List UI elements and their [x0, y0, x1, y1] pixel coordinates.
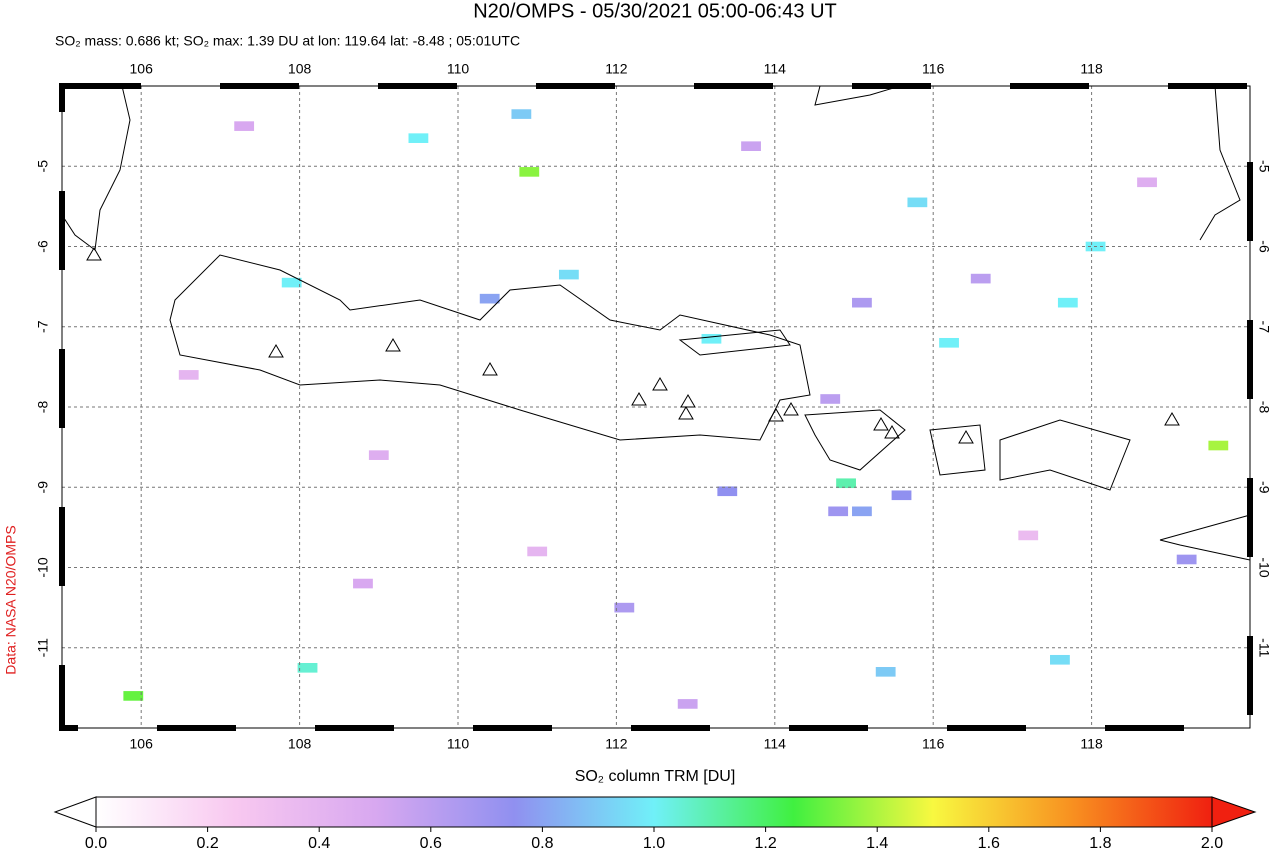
so2-cell [527, 546, 548, 557]
cells [123, 109, 1229, 709]
colorbar-tick-label: 0.6 [420, 835, 442, 852]
colorbar-tick-label: 0.0 [85, 835, 107, 852]
x-tick-label-bottom: 114 [764, 736, 787, 752]
x-tick-label-bottom: 106 [130, 736, 154, 752]
so2-cell [1137, 177, 1157, 188]
x-tick-label-bottom: 118 [1080, 736, 1103, 752]
x-tick-label-bottom: 108 [288, 736, 312, 752]
y-tick-label-right: -5 [1256, 160, 1272, 173]
so2-cell [820, 394, 841, 404]
so2-cell [717, 486, 738, 497]
x-tick-label-top: 110 [447, 61, 470, 77]
x-tick-label-top: 106 [130, 61, 154, 77]
volcanoes [86, 247, 1180, 444]
colorbar-tick-label: 1.4 [866, 835, 888, 852]
subtitle: SO₂ mass: 0.686 kt; SO₂ max: 1.39 DU at … [55, 33, 520, 49]
y-tick-label-left: -7 [35, 320, 51, 333]
map-border [61, 85, 1251, 729]
so2-cell [614, 602, 635, 613]
so2-cell [281, 277, 302, 288]
title: N20/OMPS - 05/30/2021 05:00-06:43 UT [473, 0, 837, 22]
so2-cell [368, 450, 389, 460]
grid [62, 86, 1250, 728]
coastlines [61, 85, 1251, 561]
credit: Data: NASA N20/OMPS [3, 525, 19, 674]
coast-sumatra [61, 85, 131, 251]
so2-cell [353, 578, 373, 589]
x-tick-label-bottom: 112 [605, 736, 628, 752]
colorbar-label: SO₂ column TRM [DU] [575, 768, 736, 785]
so2-cell [852, 297, 872, 308]
so2-cell [677, 699, 698, 709]
coast-java [169, 254, 811, 441]
so2-cell [701, 333, 722, 344]
colorbar-tick-label: 2.0 [1201, 835, 1223, 852]
so2-cell [511, 109, 532, 119]
coast-madura [678, 329, 791, 356]
x-tick-label-top: 116 [922, 61, 945, 77]
colorbar-tick-label: 0.4 [308, 835, 330, 852]
colorbar-over [1211, 796, 1257, 828]
y-tick-label-right: -7 [1256, 321, 1272, 334]
y-tick-label-right: -8 [1256, 401, 1272, 414]
so2-cell [1057, 297, 1078, 308]
y-tick-label-right: -10 [1256, 557, 1272, 577]
volcano [86, 247, 1180, 444]
coast-bali [804, 409, 906, 471]
so2-cell [234, 121, 255, 131]
colorbar-tick-label: 1.0 [643, 835, 665, 852]
y-tick-label-left: -6 [35, 240, 51, 253]
coast-sumbawa [999, 419, 1131, 491]
coast-borneo [814, 85, 1241, 241]
y-tick-label-left: -10 [35, 557, 51, 577]
so2-cell [297, 662, 318, 673]
colorbar-tick-label: 1.6 [978, 835, 1000, 852]
so2-cell [939, 337, 959, 348]
so2-cell [875, 667, 896, 677]
coast-lombok [929, 424, 986, 476]
so2-cell [891, 490, 912, 501]
colorbar: SO₂ column TRM [DU] [53, 768, 1257, 828]
x-tick-label-top: 112 [605, 61, 628, 77]
so2-cell [1176, 554, 1197, 565]
y-tick-label-right: -6 [1256, 240, 1272, 253]
y-tick-label-left: -11 [35, 638, 51, 657]
so2-cell [519, 167, 540, 177]
y-tick-label-left: -8 [35, 401, 51, 414]
colorbar-under [53, 796, 97, 828]
so2-cell [558, 269, 579, 280]
so2-cell [970, 273, 991, 284]
so2-cell [408, 133, 429, 143]
so2-cell [1018, 530, 1039, 541]
so2-cell [852, 506, 872, 517]
so2-cell [741, 141, 761, 152]
so2-cell [907, 197, 928, 208]
so2-cell [828, 506, 849, 517]
colorbar-tick-label: 1.8 [1089, 835, 1111, 852]
colorbar-tick-label: 0.2 [196, 835, 218, 852]
colorbar-ticks: 0.0 0.2 0.4 0.6 0.8 1.0 1.2 1.4 1.6 1.8 2.0 [85, 827, 1223, 852]
colorbar-tick-label: 1.2 [754, 835, 776, 852]
x-tick-label-top: 108 [288, 61, 312, 77]
so2-cell [1050, 654, 1070, 665]
so2-cell [836, 478, 856, 489]
coast-flores [1159, 514, 1251, 561]
so2-cell [1208, 440, 1229, 451]
so2-cell [479, 293, 500, 304]
y-tick-label-left: -5 [35, 160, 51, 173]
x-tick-label-top: 114 [764, 61, 787, 77]
x-tick-label-top: 118 [1080, 61, 1103, 77]
x-tick-label-bottom: 116 [922, 736, 945, 752]
y-tick-label-right: -11 [1256, 638, 1272, 657]
y-tick-label-left: -9 [35, 481, 51, 494]
so2-cell [123, 691, 144, 701]
x-tick-label-bottom: 110 [447, 736, 470, 752]
so2-cell [178, 370, 199, 380]
axes: 106 106 108 108 110 110 112 112 114 114 116 116 118 1… [35, 61, 1272, 752]
colorbar-tick-label: 0.8 [531, 835, 553, 852]
colorbar-body [95, 796, 1213, 828]
y-tick-label-right: -9 [1256, 481, 1272, 494]
